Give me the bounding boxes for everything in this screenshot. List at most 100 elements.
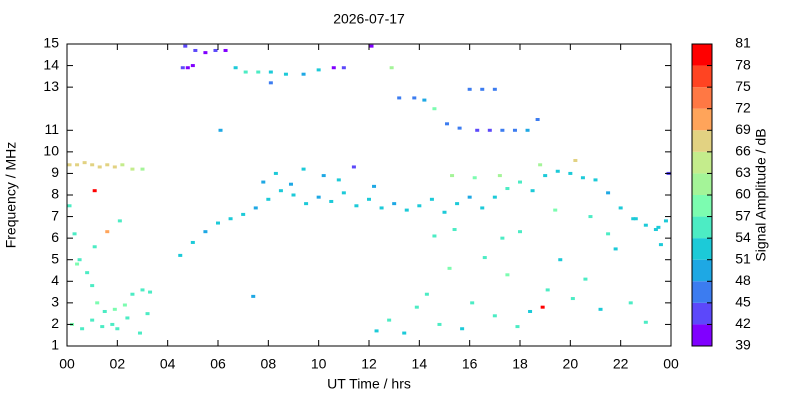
data-point [112,307,117,311]
x-tick-label: 12 [361,356,377,372]
data-point [588,215,593,219]
data-point [120,163,125,167]
colorbar-band [692,108,712,131]
data-point [452,228,457,232]
data-point [663,219,668,223]
data-point [341,66,346,70]
data-point [417,204,422,208]
colorbar-tick-label: 45 [735,294,751,310]
data-point [528,309,533,313]
data-point [92,189,97,193]
data-point [402,331,407,335]
y-tick-label: 1 [51,337,59,353]
data-point [555,169,560,173]
colorbar-tick-label: 57 [735,207,751,223]
data-point [369,44,374,48]
colorbar-tick-label: 54 [735,229,751,245]
data-point [241,212,246,216]
data-point [460,327,465,331]
data-point [67,204,72,208]
x-tick-label: 08 [261,356,277,372]
data-point [301,72,306,76]
data-point [190,64,195,68]
data-point [535,118,540,121]
data-point [253,206,258,210]
data-point [643,223,648,227]
data-point [500,236,505,240]
x-tick-label: 14 [412,356,428,372]
data-point [505,187,510,191]
data-point [218,128,223,132]
y-tick-label: 6 [51,229,59,245]
data-point [631,217,636,221]
y-tick-label: 7 [51,207,59,223]
data-point [467,87,472,91]
data-point [618,206,623,210]
y-tick-label: 9 [51,164,59,180]
data-point [203,230,208,234]
data-point [316,68,321,72]
data-point [115,327,120,331]
data-point [422,98,427,102]
data-point [530,189,535,193]
data-point [492,314,497,318]
data-point [387,318,392,322]
data-point [653,228,658,232]
data-point [643,320,648,324]
colorbar-band [692,195,712,217]
data-point [450,174,455,178]
data-point [424,292,429,296]
data-point [492,195,497,199]
colorbar-tick-label: 39 [735,337,751,353]
data-point [543,174,548,178]
data-point [304,202,309,206]
data-point [67,163,72,167]
colorbar-band [692,173,712,195]
data-point [148,290,153,294]
data-point [538,163,543,167]
data-point [374,329,379,333]
data-point [613,247,618,251]
data-point [90,284,95,288]
data-point [505,273,510,277]
data-point [105,230,110,234]
data-point [580,176,585,180]
data-point [497,174,502,178]
data-point [336,178,341,182]
data-point [487,128,492,132]
data-point [628,301,633,305]
data-point [482,256,487,260]
data-point [268,81,273,85]
data-point [606,232,611,236]
data-point [178,253,183,257]
data-point [372,184,377,188]
data-point [379,206,384,210]
data-point [288,182,293,186]
data-point [545,288,550,292]
data-point [540,305,545,309]
data-point [329,199,334,203]
chart-title: 2026-07-17 [333,11,405,27]
data-point [470,301,475,305]
data-point [80,327,85,331]
colorbar-tick-label: 63 [735,164,751,180]
data-point [437,322,442,326]
data-point [140,167,145,171]
data-point [90,318,95,322]
data-point [185,66,190,70]
data-point [492,87,497,91]
data-point [256,70,261,74]
data-point [432,107,437,111]
colorbar-band [692,259,712,282]
y-tick-label: 14 [43,56,59,72]
data-point [110,322,115,326]
data-point [90,163,95,167]
y-axis-label: Frequency / MHz [3,142,19,249]
colorbar-band [692,216,712,239]
colorbar-tick-label: 69 [735,121,751,137]
data-point [467,195,472,199]
x-tick-label: 10 [311,356,327,372]
colorbar-label: Signal Amplitude / dB [753,128,769,261]
y-tick-label: 10 [43,143,59,159]
